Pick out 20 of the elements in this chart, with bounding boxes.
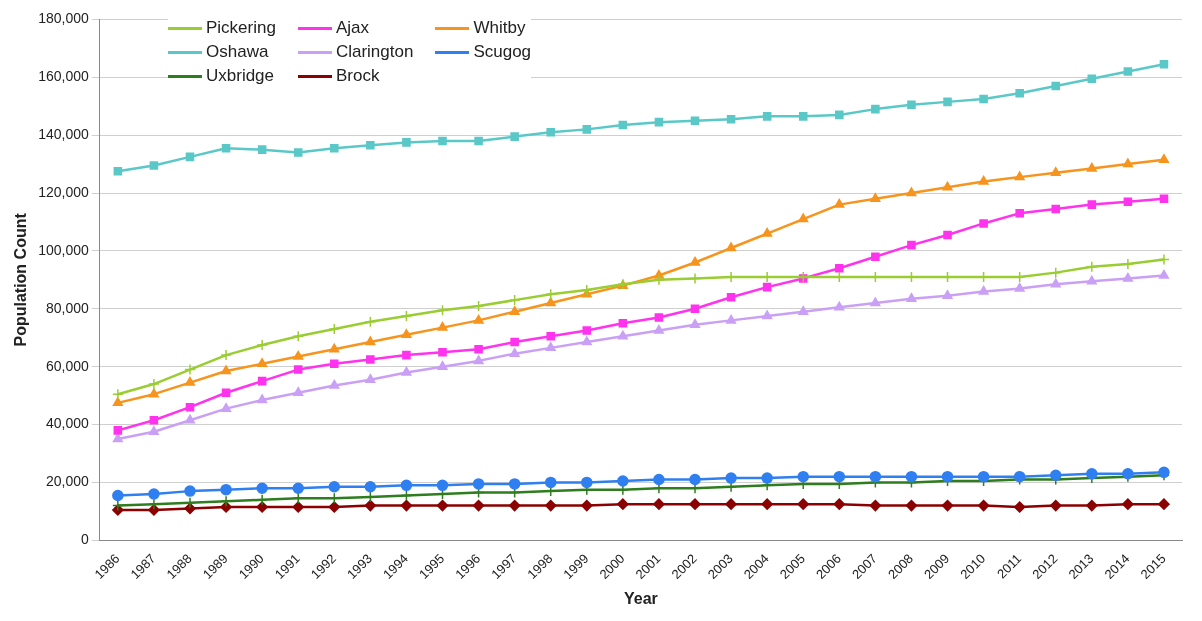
y-tick-label: 20,000	[45, 473, 90, 490]
y-tick-label: 40,000	[45, 415, 90, 432]
y-axis-title: Population Count	[12, 212, 30, 347]
y-tick-label: 0	[81, 531, 90, 548]
legend-label: Whitby	[473, 18, 526, 38]
y-tick-label: 60,000	[45, 357, 90, 374]
y-tick-label: 120,000	[38, 183, 90, 200]
y-tick-label: 140,000	[38, 126, 90, 143]
y-tick-label: 180,000	[38, 10, 90, 27]
legend-label: Oshawa	[206, 42, 269, 62]
legend-label: Pickering	[206, 18, 276, 38]
y-tick-label: 80,000	[45, 299, 90, 316]
legend-label: Scugog	[473, 42, 532, 62]
legend-label: Ajax	[335, 18, 369, 38]
y-tick-label: 100,000	[38, 241, 90, 258]
legend-label: Clarington	[335, 42, 414, 62]
y-tick-label: 160,000	[38, 68, 90, 85]
x-axis-title: Year	[624, 589, 658, 607]
legend-label: Brock	[335, 66, 380, 86]
legend-label: Uxbridge	[206, 66, 275, 86]
